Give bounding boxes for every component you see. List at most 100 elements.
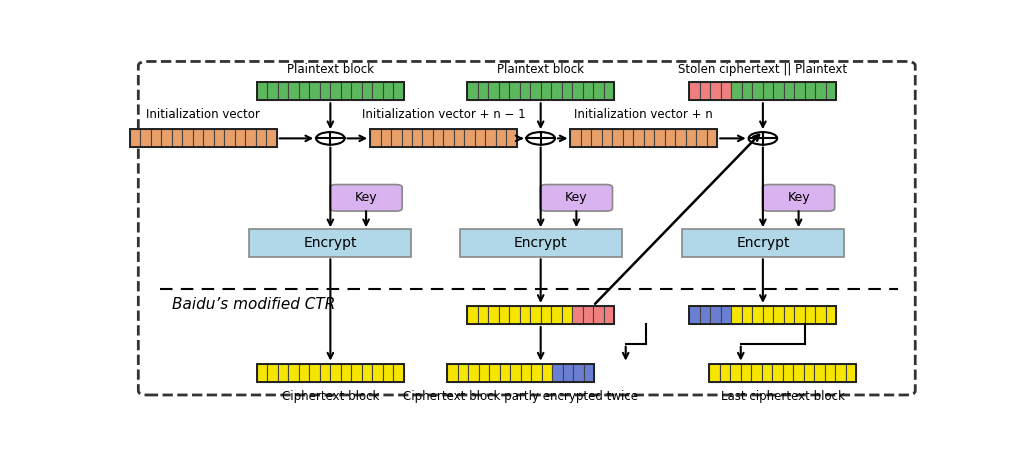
Bar [499,82,509,100]
Bar [581,129,592,148]
FancyBboxPatch shape [460,229,622,257]
Bar [479,364,489,382]
Text: Initialization vector + n: Initialization vector + n [574,108,713,121]
Bar [319,82,331,100]
Bar [278,82,289,100]
Bar [458,364,468,382]
Bar [224,129,234,148]
Bar [412,129,423,148]
Bar [341,364,351,382]
Bar [401,129,412,148]
Bar [488,306,499,324]
Text: Initialization vector: Initialization vector [146,108,260,121]
Bar [299,82,309,100]
Bar [130,129,140,148]
Bar [478,306,488,324]
Bar [570,129,581,148]
Bar [391,129,401,148]
Text: Encrypt: Encrypt [514,236,567,250]
Bar [509,82,520,100]
Bar [710,364,720,382]
Bar [531,364,542,382]
Bar [520,82,530,100]
Bar [593,306,603,324]
Bar [584,364,594,382]
Bar [815,306,825,324]
Bar [500,364,510,382]
Bar [805,306,815,324]
Bar [289,82,299,100]
Text: Baidu’s modified CTR: Baidu’s modified CTR [172,297,335,312]
Bar [499,306,509,324]
Bar [795,82,805,100]
Bar [825,306,837,324]
FancyBboxPatch shape [682,229,844,257]
Bar [603,82,614,100]
Bar [783,306,795,324]
Bar [140,129,151,148]
Bar [256,129,266,148]
Bar [370,129,517,148]
FancyBboxPatch shape [330,184,402,211]
Bar [804,364,814,382]
Bar [623,129,634,148]
Bar [783,82,795,100]
Text: Stolen ciphertext || Plaintext: Stolen ciphertext || Plaintext [678,63,848,76]
Bar [603,306,614,324]
Text: Encrypt: Encrypt [736,236,790,250]
Bar [331,364,341,382]
Bar [742,82,753,100]
Bar [257,364,267,382]
Bar [309,82,319,100]
Bar [361,82,373,100]
Bar [509,306,520,324]
Bar [836,364,846,382]
Bar [361,364,373,382]
Bar [507,129,517,148]
Bar [740,364,752,382]
Bar [686,129,696,148]
Bar [485,129,496,148]
Text: Key: Key [787,191,810,204]
Bar [151,129,162,148]
Bar [489,364,500,382]
Bar [696,129,707,148]
Bar [731,82,742,100]
Text: Initialization vector + n − 1: Initialization vector + n − 1 [361,108,525,121]
Bar [467,82,478,100]
Bar [478,82,488,100]
Bar [551,82,561,100]
Bar [583,306,593,324]
Bar [561,82,572,100]
Bar [552,364,563,382]
Bar [721,306,731,324]
Bar [824,364,836,382]
Bar [530,82,541,100]
Bar [447,364,458,382]
Bar [542,364,552,382]
Bar [246,129,256,148]
Bar [423,129,433,148]
Bar [561,306,572,324]
Bar [214,129,224,148]
Bar [762,364,772,382]
FancyBboxPatch shape [250,229,412,257]
Bar [443,129,454,148]
Text: Ciphertext block: Ciphertext block [282,390,379,404]
Bar [373,364,383,382]
Bar [583,82,593,100]
Bar [488,82,499,100]
Bar [130,129,276,148]
Bar [182,129,193,148]
Bar [782,364,794,382]
Bar [319,364,331,382]
Bar [675,129,686,148]
Bar [763,82,773,100]
Bar [592,129,602,148]
Bar [266,129,276,148]
Bar [665,129,675,148]
Bar [689,306,837,324]
Bar [267,82,278,100]
Bar [257,364,403,382]
Bar [707,129,717,148]
